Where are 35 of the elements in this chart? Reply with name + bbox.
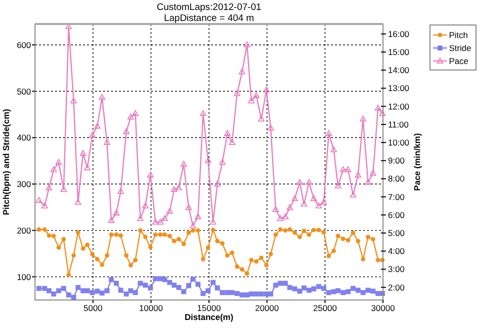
y2-axis-title: Pace (min/km) bbox=[412, 133, 422, 191]
x-tick-label: 30000 bbox=[371, 303, 396, 313]
y-tick-label: 500 bbox=[16, 86, 32, 96]
legend-label: Pitch bbox=[449, 30, 468, 40]
y2-tick-label: 15:00 bbox=[388, 47, 410, 58]
y-tick-label: 200 bbox=[16, 225, 32, 236]
legend-label: Pace bbox=[449, 56, 469, 66]
y2-tick-label: 12:00 bbox=[388, 101, 410, 112]
x-tick-label: 5000 bbox=[84, 303, 103, 313]
y2-tick-label: 5:00 bbox=[388, 228, 405, 238]
x-tick-label: 10000 bbox=[139, 303, 164, 313]
y-tick-label: 400 bbox=[16, 132, 32, 143]
chart-subtitle: LapDistance = 404 m bbox=[164, 13, 254, 24]
x-tick-label: 25000 bbox=[313, 303, 338, 313]
y2-tick-label: 11:00 bbox=[388, 119, 409, 130]
legend-label: Stride bbox=[449, 43, 472, 53]
y2-tick-label: 4:00 bbox=[388, 246, 405, 256]
y2-tick-label: 13:00 bbox=[388, 83, 410, 94]
y-axis-title: Pitch(bpm) and Stride(cm) bbox=[1, 108, 11, 216]
x-axis-title: Distance(m) bbox=[184, 312, 234, 322]
y2-tick-label: 9:00 bbox=[388, 156, 405, 166]
y2-tick-label: 10:00 bbox=[388, 138, 410, 148]
x-tick-label: 15000 bbox=[197, 303, 222, 313]
y2-tick-label: 3:00 bbox=[388, 264, 405, 274]
y2-tick-label: 14:00 bbox=[388, 65, 410, 76]
y2-tick-label: 6:00 bbox=[388, 210, 405, 220]
y2-tick-label: 7:00 bbox=[388, 192, 405, 202]
y2-tick-label: 2:00 bbox=[388, 282, 405, 292]
chart-title: CustomLaps:2012-07-01 bbox=[156, 2, 262, 13]
y2-tick-label: 8:00 bbox=[388, 174, 405, 184]
y-tick-label: 300 bbox=[16, 179, 32, 190]
y2-tick-label: 16:00 bbox=[388, 28, 410, 39]
y-tick-label: 600 bbox=[16, 40, 32, 50]
y-tick-label: 100 bbox=[16, 272, 32, 282]
x-tick-label: 20000 bbox=[255, 303, 280, 313]
